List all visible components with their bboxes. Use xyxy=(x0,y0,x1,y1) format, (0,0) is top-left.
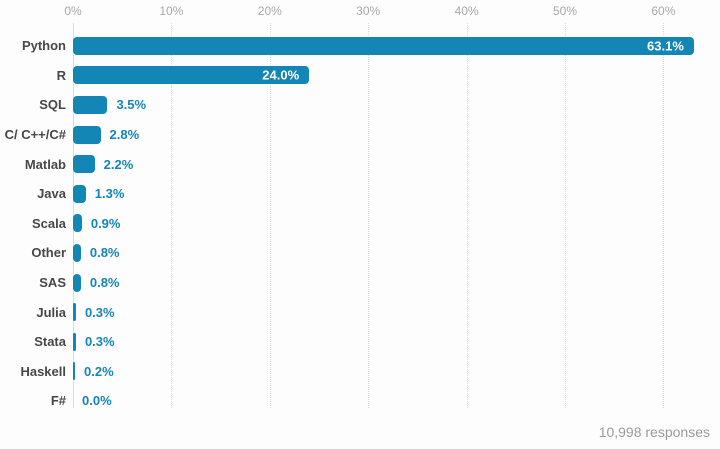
bar-row: Stata 0.3% xyxy=(0,327,720,357)
bar-row: Haskell 0.2% xyxy=(0,357,720,387)
gridline xyxy=(565,23,566,408)
category-label: Java xyxy=(37,186,66,202)
bar-row: Java 1.3% xyxy=(0,179,720,209)
value-label: 0.9% xyxy=(90,215,121,231)
x-axis-tick: 40% xyxy=(454,4,479,18)
bar xyxy=(73,155,95,174)
category-label: SAS xyxy=(39,275,66,291)
category-label: Julia xyxy=(36,304,66,320)
value-label: 0.3% xyxy=(84,304,115,320)
x-axis-tick: 30% xyxy=(356,4,381,18)
bar-area: 0.0% xyxy=(73,386,720,416)
bar-row: Matlab 2.2% xyxy=(0,149,720,179)
category-label: Python xyxy=(21,38,66,54)
value-label: 0.2% xyxy=(84,363,114,379)
category-label: Matlab xyxy=(24,156,66,172)
bar xyxy=(73,125,101,144)
category-label: C/ C++/C# xyxy=(4,127,66,143)
bar-area: 0.2% xyxy=(73,357,720,387)
bar-area: 1.3% xyxy=(73,179,720,209)
category-label: Haskell xyxy=(20,363,66,379)
bar xyxy=(73,243,81,262)
bar-area: 0.3% xyxy=(73,297,720,327)
x-axis-tick: 60% xyxy=(651,4,676,18)
bar-area: 0.8% xyxy=(73,268,720,298)
bar-row: C/ C++/C# 2.8% xyxy=(0,120,720,150)
category-label: SQL xyxy=(39,97,66,113)
category-label: Other xyxy=(31,245,66,261)
bar-rows: Python 63.1% R 24.0% SQL 3.5% C/ C++/C# 2.8% Mat… xyxy=(0,31,720,416)
value-label: 24.0% xyxy=(262,67,300,83)
category-label: F# xyxy=(50,393,66,409)
bar-row: Python 63.1% xyxy=(0,31,720,61)
bar-row: Other 0.8% xyxy=(0,238,720,268)
bar-area: 24.0% xyxy=(73,61,720,91)
bar xyxy=(73,303,76,322)
x-axis-tick: 10% xyxy=(159,4,184,18)
value-label: 1.3% xyxy=(94,186,125,202)
gridline xyxy=(663,23,665,408)
category-label: R xyxy=(56,67,66,83)
category-label: Scala xyxy=(32,215,66,231)
value-label: 0.8% xyxy=(89,245,120,261)
bar-area: 0.3% xyxy=(73,327,720,357)
value-label: 0.8% xyxy=(89,275,120,291)
bar: 63.1% xyxy=(73,36,694,55)
x-axis-tick: 50% xyxy=(552,4,578,18)
gridline xyxy=(368,23,370,408)
value-label: 63.1% xyxy=(647,38,684,54)
response-count: 10,998 responses xyxy=(598,424,710,440)
value-label: 2.8% xyxy=(109,127,140,143)
category-label: Stata xyxy=(34,334,66,350)
bar xyxy=(73,332,76,351)
bar-area: 2.8% xyxy=(73,120,720,150)
gridline xyxy=(171,23,173,408)
bar-area: 0.9% xyxy=(73,209,720,239)
bar-area: 2.2% xyxy=(73,149,720,179)
value-label: 3.5% xyxy=(116,97,147,113)
bar-row: Scala 0.9% xyxy=(0,209,720,239)
bar xyxy=(73,214,82,233)
bar xyxy=(73,362,75,381)
x-axis-tick: 0% xyxy=(64,4,82,18)
gridline xyxy=(269,23,271,408)
bar-area: 63.1% xyxy=(73,31,720,61)
bar xyxy=(73,184,86,203)
gridline xyxy=(466,23,468,408)
bar-row: SAS 0.8% xyxy=(0,268,720,298)
value-label: 0.3% xyxy=(84,334,115,350)
value-label: 2.2% xyxy=(103,156,134,172)
bar xyxy=(73,95,108,114)
bar xyxy=(73,273,81,292)
bar-row: F# 0.0% xyxy=(0,386,720,416)
bar-area: 0.8% xyxy=(73,238,720,268)
x-axis-tick: 20% xyxy=(257,4,282,18)
value-label: 0.0% xyxy=(82,393,112,409)
bar: 24.0% xyxy=(73,66,310,85)
bar-row: Julia 0.3% xyxy=(0,297,720,327)
bar-area: 3.5% xyxy=(73,90,720,120)
bar-row: SQL 3.5% xyxy=(0,90,720,120)
bar-row: R 24.0% xyxy=(0,61,720,91)
x-axis: 0% 10% 20% 30% 40% 50% 60% xyxy=(0,4,720,20)
